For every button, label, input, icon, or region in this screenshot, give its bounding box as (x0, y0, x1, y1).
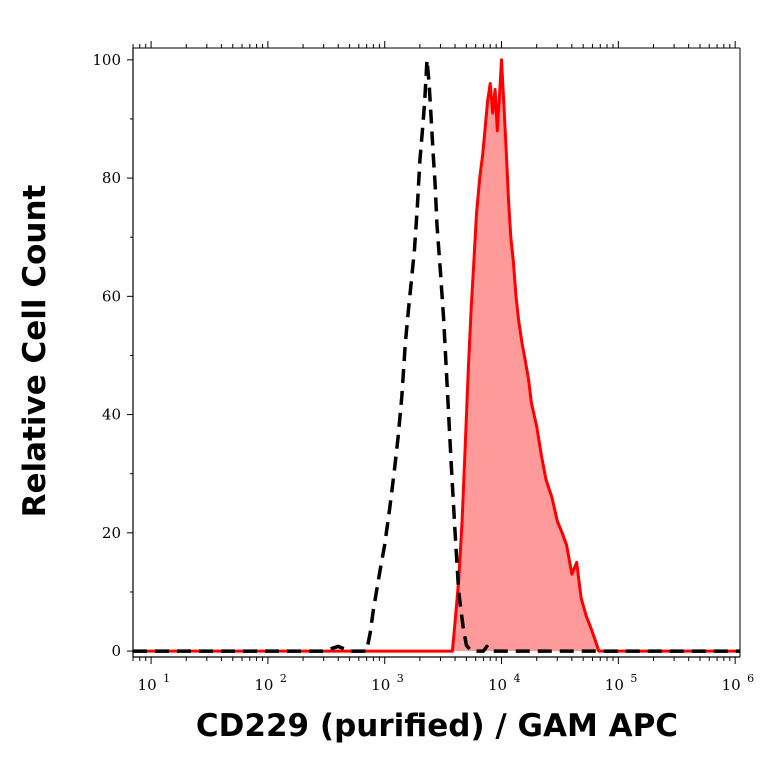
y-tick-label: 0 (111, 642, 121, 660)
x-tick-label: 10 (254, 676, 273, 694)
x-axis-title: CD229 (purified) / GAM APC (196, 708, 678, 744)
y-tick-label: 40 (102, 406, 121, 424)
x-tick-label: 10 (605, 676, 624, 694)
x-tick-exponent: 3 (397, 672, 404, 685)
x-tick-label: 10 (488, 676, 507, 694)
x-tick-exponent: 1 (163, 672, 170, 685)
x-tick-exponent: 5 (630, 672, 637, 685)
y-tick-label: 20 (102, 524, 121, 542)
y-axis-title: Relative Cell Count (17, 184, 53, 517)
axes: 0 20 40 60 80 100 10 1 10 2 10 3 10 4 10 5 10 6 (92, 41, 754, 694)
x-tick-label: 10 (138, 676, 157, 694)
x-tick-exponent: 6 (747, 672, 754, 685)
y-tick-label: 60 (102, 287, 121, 305)
x-tick-label: 10 (722, 676, 741, 694)
x-tick-exponent: 2 (280, 672, 287, 685)
series-1-area (133, 59, 740, 652)
y-tick-label: 100 (92, 51, 121, 69)
series-1-line (133, 58, 740, 653)
series-0-line (133, 58, 740, 653)
plot-area (133, 58, 740, 653)
x-tick-exponent: 4 (514, 672, 521, 685)
y-tick-label: 80 (102, 169, 121, 187)
x-tick-label: 10 (371, 676, 390, 694)
